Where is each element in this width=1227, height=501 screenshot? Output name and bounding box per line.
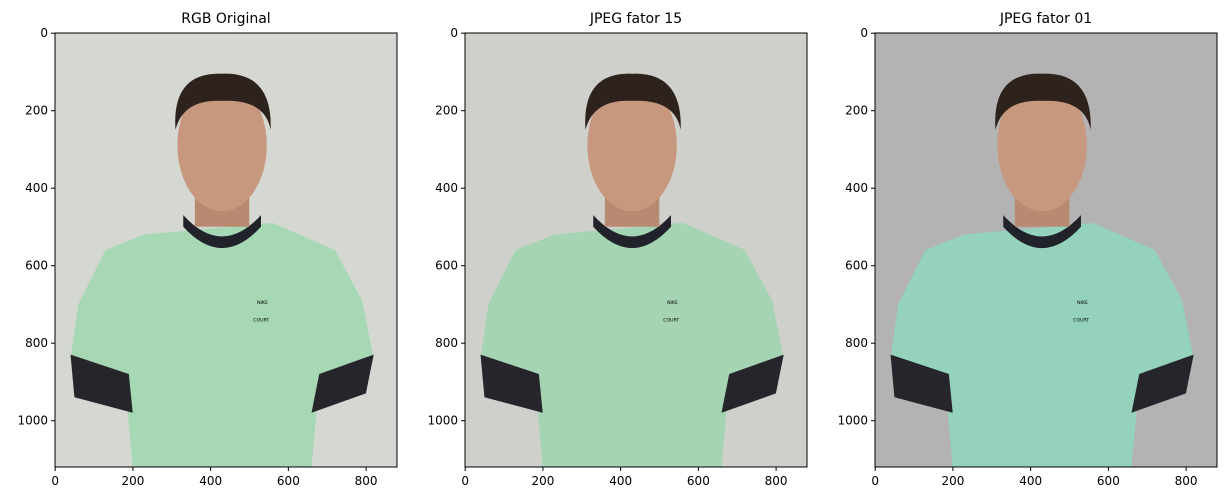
y-tick-label: 0 — [860, 26, 868, 40]
y-tick-label: 800 — [25, 336, 48, 350]
x-tick-label: 800 — [355, 474, 378, 488]
y-tick-label: 200 — [845, 104, 868, 118]
axes-frame — [54, 32, 398, 468]
y-tick-label: 400 — [845, 181, 868, 195]
x-tick-label: 200 — [531, 474, 554, 488]
y-tick-label: 200 — [435, 104, 458, 118]
y-tick-label: 400 — [25, 181, 48, 195]
panel-title: JPEG fator 15 — [589, 11, 682, 27]
image — [465, 33, 807, 467]
panel-title: RGB Original — [181, 11, 270, 27]
image — [55, 33, 397, 467]
x-tick-label: 800 — [1175, 474, 1198, 488]
x-tick-label: 400 — [1019, 474, 1042, 488]
y-tick-label: 600 — [845, 259, 868, 273]
x-tick-label: 200 — [121, 474, 144, 488]
x-tick-label: 600 — [1097, 474, 1120, 488]
y-tick-label: 600 — [25, 259, 48, 273]
y-tick-label: 400 — [435, 181, 458, 195]
image — [875, 33, 1217, 467]
x-tick-label: 0 — [461, 474, 469, 488]
axes-frame — [874, 32, 1218, 468]
y-tick-label: 1000 — [427, 414, 458, 428]
y-tick-label: 1000 — [17, 414, 48, 428]
x-tick-label: 0 — [51, 474, 59, 488]
x-tick-label: 400 — [199, 474, 222, 488]
y-tick-label: 1000 — [837, 414, 868, 428]
y-tick-label: 0 — [450, 26, 458, 40]
y-tick-label: 800 — [435, 336, 458, 350]
y-tick-label: 800 — [845, 336, 868, 350]
panel-title: JPEG fator 01 — [999, 11, 1092, 27]
y-tick-label: 200 — [25, 104, 48, 118]
x-tick-label: 600 — [277, 474, 300, 488]
x-tick-label: 400 — [609, 474, 632, 488]
x-tick-label: 200 — [941, 474, 964, 488]
x-tick-label: 800 — [765, 474, 788, 488]
y-tick-label: 600 — [435, 259, 458, 273]
x-tick-label: 0 — [871, 474, 879, 488]
axes-frame — [464, 32, 808, 468]
y-tick-label: 0 — [40, 26, 48, 40]
x-tick-label: 600 — [687, 474, 710, 488]
